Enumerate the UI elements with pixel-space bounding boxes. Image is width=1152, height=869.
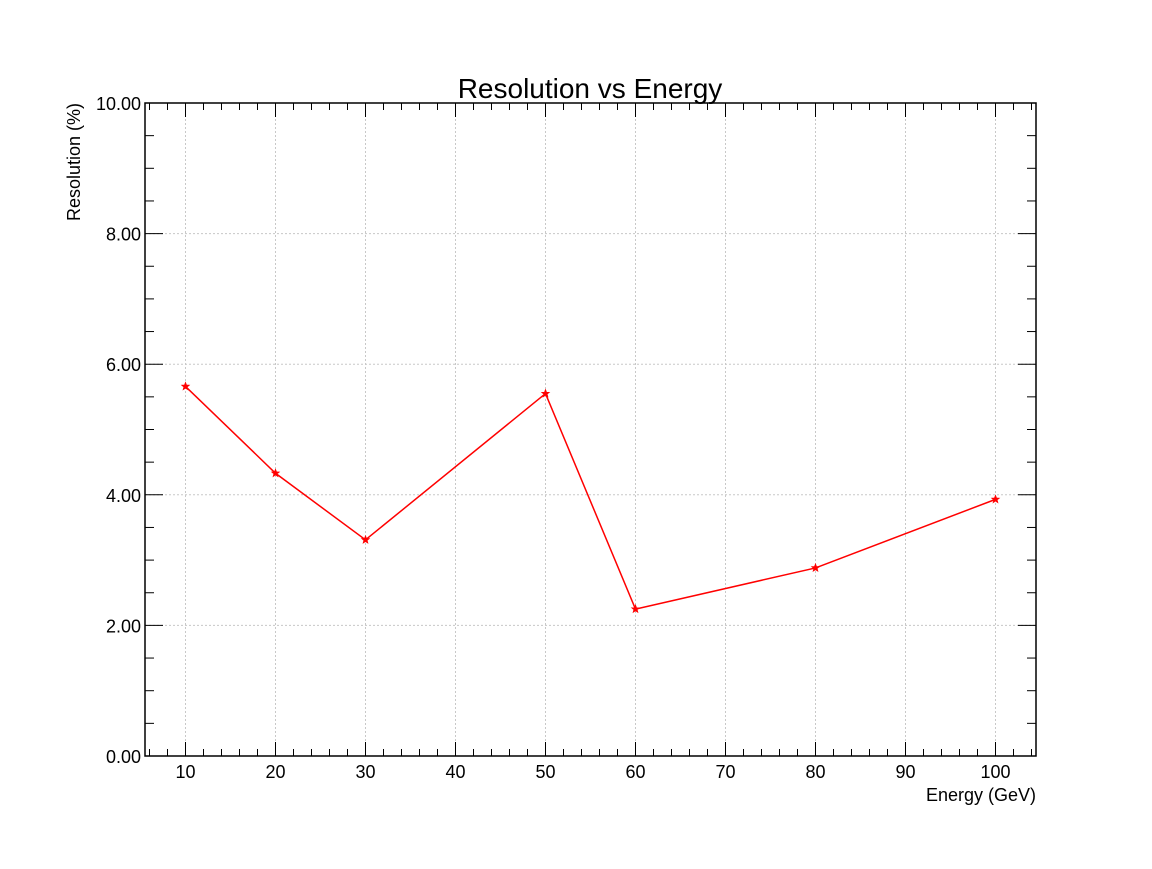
x-axis-title: Energy (GeV) — [926, 785, 1036, 805]
y-tick-label: 10.00 — [96, 94, 141, 114]
grid-lines — [145, 103, 1036, 756]
x-tick-label: 70 — [715, 762, 735, 782]
x-tick-label: 90 — [895, 762, 915, 782]
data-point — [180, 381, 191, 391]
chart-title: Resolution vs Energy — [458, 73, 723, 104]
x-tick-label: 100 — [980, 762, 1010, 782]
y-tick-label: 0.00 — [106, 747, 141, 767]
plot-frame — [144, 102, 1037, 757]
x-tick-label: 50 — [535, 762, 555, 782]
x-tick-label: 10 — [175, 762, 195, 782]
data-point — [270, 468, 281, 478]
y-tick-label: 4.00 — [106, 486, 141, 506]
y-tick-label: 6.00 — [106, 355, 141, 375]
data-point — [540, 388, 551, 398]
tick-labels: 10 20 30 40 50 60 70 80 90 100 0.00 2.00 4.00 6.00 8.0… — [96, 94, 1011, 782]
data-point — [810, 562, 821, 573]
axis-ticks — [145, 102, 1036, 757]
data-point — [990, 494, 1001, 504]
data-point — [630, 604, 641, 614]
y-tick-label: 8.00 — [106, 225, 141, 245]
x-tick-label: 20 — [265, 762, 285, 782]
x-tick-label: 40 — [445, 762, 465, 782]
series-layer — [180, 381, 1001, 614]
x-tick-label: 60 — [625, 762, 645, 782]
y-tick-label: 2.00 — [106, 616, 141, 636]
x-tick-label: 80 — [805, 762, 825, 782]
data-point — [360, 534, 371, 544]
x-tick-label: 30 — [355, 762, 375, 782]
series-line — [184, 385, 996, 610]
y-axis-title: Resolution (%) — [64, 103, 84, 221]
